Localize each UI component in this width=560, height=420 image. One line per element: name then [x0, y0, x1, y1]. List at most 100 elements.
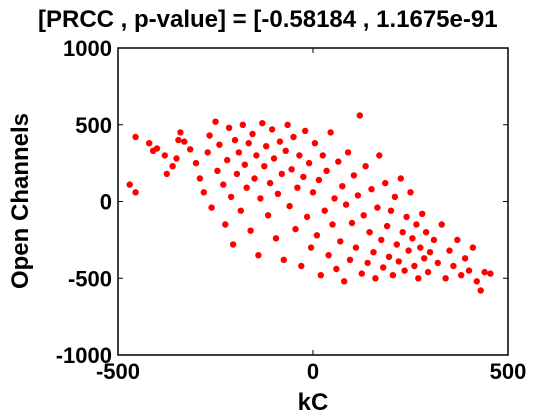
- data-point: [196, 175, 204, 182]
- data-point: [251, 175, 258, 182]
- data-point: [430, 236, 438, 244]
- data-point: [477, 287, 484, 294]
- y-axis-label: Open Channels: [7, 113, 34, 289]
- data-point: [175, 136, 182, 144]
- data-point: [276, 138, 284, 145]
- data-point: [417, 244, 424, 251]
- data-point: [327, 129, 334, 136]
- data-point: [187, 146, 194, 153]
- data-point: [274, 190, 282, 197]
- data-point: [335, 158, 342, 165]
- data-point: [339, 183, 346, 190]
- data-point: [331, 195, 338, 202]
- data-point: [284, 121, 291, 128]
- data-point: [192, 159, 200, 167]
- data-point: [220, 181, 227, 188]
- data-point: [350, 172, 358, 179]
- x-tick-label: 500: [490, 359, 527, 384]
- data-point: [270, 155, 278, 162]
- y-tick-label: 1000: [63, 36, 112, 61]
- data-point: [344, 149, 352, 156]
- data-point: [325, 252, 332, 259]
- data-point: [153, 145, 161, 152]
- data-point: [413, 221, 420, 228]
- data-point: [341, 278, 348, 285]
- data-point: [241, 161, 248, 168]
- y-tick-label: -1000: [56, 343, 112, 368]
- data-point: [298, 262, 305, 270]
- data-point: [264, 212, 272, 219]
- data-point: [376, 152, 383, 159]
- data-point: [364, 259, 371, 267]
- data-point: [329, 221, 336, 228]
- data-point: [263, 143, 270, 150]
- data-point: [317, 272, 324, 279]
- data-point: [442, 275, 449, 282]
- data-point: [169, 163, 176, 170]
- data-point: [321, 207, 328, 214]
- data-point: [282, 147, 289, 154]
- data-point: [272, 235, 280, 242]
- data-point: [397, 175, 404, 182]
- data-point: [337, 238, 344, 245]
- data-point: [222, 221, 229, 228]
- data-point: [421, 255, 428, 262]
- data-point: [469, 244, 477, 251]
- data-point: [296, 152, 303, 159]
- data-point: [132, 189, 139, 196]
- chart-title: [PRCC , p-value] = [-0.58184 , 1.1675e-9…: [38, 6, 498, 33]
- data-point: [233, 170, 241, 178]
- data-point: [200, 189, 207, 196]
- data-point: [307, 244, 315, 251]
- data-point: [225, 124, 233, 131]
- data-point: [389, 272, 397, 279]
- data-point: [181, 138, 188, 145]
- data-point: [290, 133, 297, 141]
- data-point: [315, 176, 323, 184]
- data-point: [208, 204, 215, 211]
- data-point: [454, 236, 461, 244]
- data-point: [395, 258, 402, 265]
- data-point: [303, 213, 311, 221]
- data-point: [354, 192, 362, 199]
- data-point: [342, 201, 350, 208]
- data-point: [323, 167, 330, 174]
- data-point: [401, 267, 408, 274]
- data-point: [473, 278, 480, 285]
- data-point: [385, 253, 393, 260]
- data-point: [268, 126, 276, 133]
- data-point: [132, 133, 139, 141]
- data-point: [387, 207, 395, 214]
- data-point: [214, 167, 221, 174]
- data-point: [415, 275, 422, 282]
- data-point: [206, 132, 213, 139]
- data-point: [422, 229, 430, 236]
- data-point: [288, 166, 295, 173]
- y-tick-label: -500: [68, 266, 112, 291]
- plot-area: [117, 47, 509, 356]
- data-point: [405, 247, 412, 254]
- data-point: [403, 213, 410, 221]
- data-point: [163, 170, 170, 178]
- data-point: [249, 130, 256, 138]
- y-tick-label: 0: [100, 190, 112, 215]
- data-point: [348, 219, 356, 227]
- data-point: [204, 149, 211, 156]
- data-point: [161, 152, 168, 159]
- data-point: [257, 195, 264, 202]
- data-point: [292, 225, 299, 233]
- data-point: [229, 241, 237, 248]
- data-point: [239, 121, 246, 128]
- data-point: [419, 210, 426, 217]
- data-point: [358, 270, 365, 277]
- data-point: [227, 193, 235, 201]
- data-point: [399, 229, 406, 236]
- data-point: [372, 275, 379, 282]
- data-point: [368, 186, 375, 193]
- data-point: [434, 259, 441, 267]
- data-point: [366, 229, 373, 236]
- data-point: [461, 255, 469, 262]
- x-tick-label: 0: [307, 359, 319, 384]
- data-point: [391, 193, 399, 201]
